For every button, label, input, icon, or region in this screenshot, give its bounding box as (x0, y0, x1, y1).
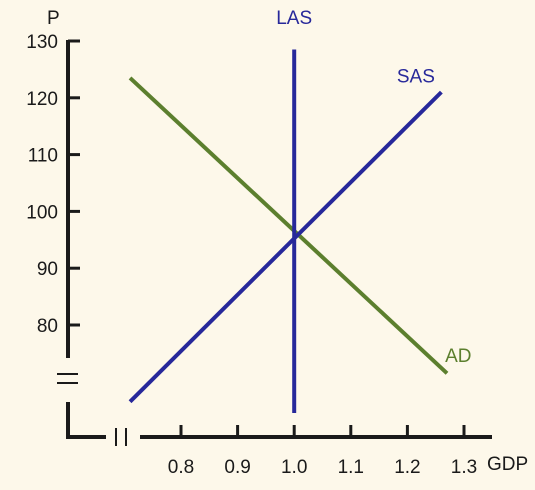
x-tick-label: 0.8 (168, 457, 194, 478)
series-line-sas (128, 90, 443, 404)
x-tick-label: 1.0 (281, 457, 307, 478)
x-tick-label: 1.3 (451, 457, 477, 478)
series-label-las: LAS (276, 8, 312, 29)
x-axis-title: GDP (487, 454, 528, 475)
series-labels: LAS SAS AD (276, 8, 471, 367)
x-axis-ticks: 0.8 0.9 1.0 1.1 1.2 1.3 (168, 425, 477, 478)
y-axis-title: P (47, 8, 60, 29)
series-line-ad (128, 76, 449, 375)
y-tick-label: 80 (37, 316, 58, 337)
x-tick-label: 0.9 (224, 457, 250, 478)
y-tick-label: 90 (37, 259, 58, 280)
y-tick-label: 120 (26, 89, 58, 110)
series-lines (128, 49, 449, 414)
x-tick-label: 1.1 (338, 457, 364, 478)
y-axis-ticks: 80 90 100 110 120 130 (26, 32, 80, 337)
x-tick-label: 1.2 (394, 457, 420, 478)
series-label-ad: AD (445, 346, 471, 367)
y-tick-label: 100 (26, 202, 58, 223)
series-label-sas: SAS (397, 66, 435, 87)
y-tick-label: 130 (26, 32, 58, 53)
y-tick-label: 110 (28, 146, 58, 167)
